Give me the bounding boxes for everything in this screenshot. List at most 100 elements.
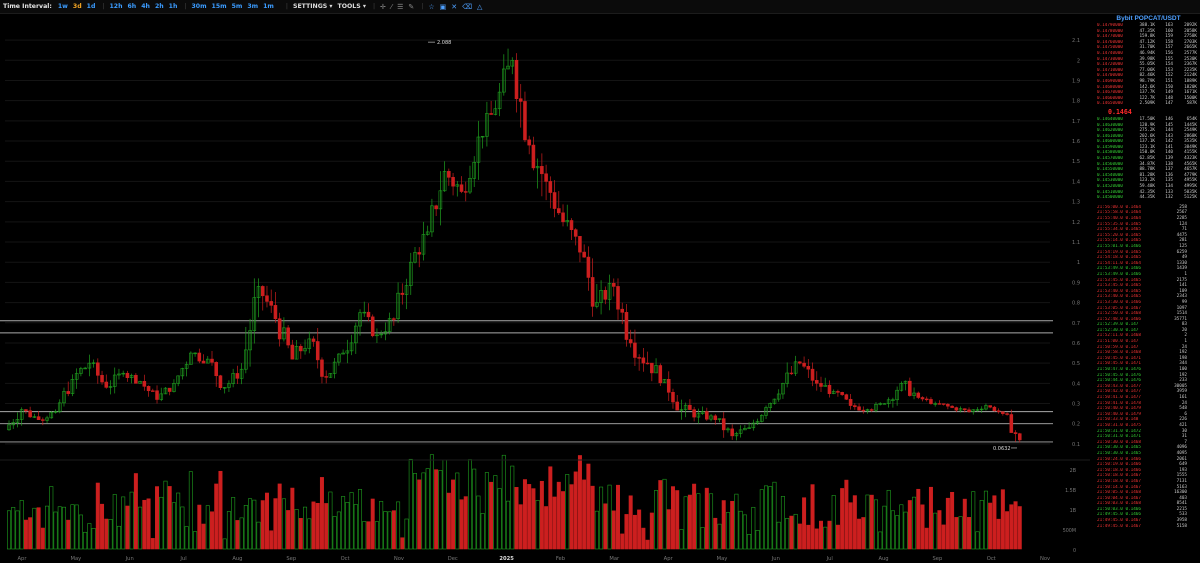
ask-row-col4: 1671K bbox=[1184, 90, 1197, 96]
trade-row-col4: 344 bbox=[1179, 361, 1187, 367]
trade-row-col1: 21:50:30.0 0.1465 bbox=[1097, 450, 1141, 456]
x-tick-label: Jun bbox=[125, 556, 134, 562]
tools-menu[interactable]: TOOLS ▾ bbox=[337, 3, 366, 10]
interval-12h[interactable]: 12h bbox=[109, 3, 123, 10]
volume-bar bbox=[1013, 501, 1018, 550]
volume-bar bbox=[315, 502, 320, 550]
trade-row-col1: 21:50:41.0 0.1477 bbox=[1097, 395, 1141, 400]
trade-row: 21:50:30.0 0.1468 7 bbox=[1097, 440, 1200, 446]
bid-row-col4: 4155K bbox=[1184, 150, 1197, 156]
candle-body bbox=[979, 408, 984, 411]
candle-body bbox=[865, 409, 870, 412]
volume-bar bbox=[561, 491, 566, 550]
candle-body bbox=[891, 399, 895, 401]
trade-row-col4: 3958 bbox=[1176, 518, 1187, 524]
ask-row-col2: 122.7K bbox=[1139, 95, 1155, 101]
volume-bar bbox=[577, 455, 582, 550]
interval-1w[interactable]: 1w bbox=[57, 3, 68, 10]
candle-body bbox=[159, 393, 164, 400]
settings-menu[interactable]: SETTINGS ▾ bbox=[292, 3, 333, 10]
volume-bar bbox=[1005, 511, 1010, 550]
camera-icon[interactable]: ▣ bbox=[439, 2, 447, 11]
interval-3d[interactable]: 3d bbox=[72, 3, 82, 10]
interval-1h[interactable]: 1h bbox=[168, 3, 178, 10]
volume-bar bbox=[709, 493, 714, 550]
candle-body bbox=[933, 403, 937, 405]
y-tick-label: 0.3 bbox=[1072, 402, 1080, 408]
volume-bar bbox=[489, 481, 494, 550]
volume-bar bbox=[607, 484, 612, 550]
interval-1d[interactable]: 1d bbox=[86, 3, 96, 10]
volume-bar bbox=[869, 494, 874, 550]
candle-body bbox=[688, 404, 692, 410]
ask-row: 0.14670000 137.7K 149 1671K bbox=[1097, 90, 1200, 96]
candle-body bbox=[1017, 433, 1022, 441]
candle-body bbox=[924, 398, 929, 401]
volume-bar bbox=[19, 500, 24, 550]
price-chart[interactable]: 2.1 2 1.9 1.8 1.7 1.6 1.5 1.4 1.3 1.2 1.1 1 0.9 0.8 0.… bbox=[0, 14, 1090, 563]
trade-row-col4: 30005 bbox=[1174, 383, 1187, 389]
volume-bar bbox=[36, 507, 41, 550]
x-tick-label: Sep bbox=[286, 556, 296, 562]
volume-bar bbox=[70, 504, 75, 550]
volume-bar bbox=[793, 513, 798, 550]
candle-body bbox=[831, 391, 836, 394]
trade-row-col4: 6 bbox=[1184, 411, 1187, 417]
trade-row-col1: 21:51:00.0 0.147 bbox=[1097, 339, 1139, 345]
bid-row-col4: 4565K bbox=[1184, 161, 1197, 167]
horizontal-lines-icon[interactable]: ☰ bbox=[397, 2, 404, 11]
trade-row-col1: 21:52:11.0 0.1468 bbox=[1097, 333, 1141, 339]
volume-bar bbox=[163, 480, 168, 550]
ask-row-col4: 1820K bbox=[1184, 84, 1197, 90]
bid-row-col3: 140 bbox=[1165, 150, 1173, 156]
brush-icon[interactable]: ✎ bbox=[408, 2, 415, 11]
trade-row-col4: 421 bbox=[1179, 422, 1187, 428]
interval-6h[interactable]: 6h bbox=[127, 3, 137, 10]
interval-30m[interactable]: 30m bbox=[191, 3, 207, 10]
crosshair-icon[interactable]: ✛ bbox=[380, 2, 386, 11]
candle-body bbox=[438, 190, 443, 210]
volume-bar bbox=[819, 520, 823, 550]
candle-body bbox=[654, 365, 658, 374]
trade-row: 21:50:04.0 0.1467 403 bbox=[1097, 496, 1200, 502]
trash-icon[interactable]: ⌫ bbox=[462, 2, 473, 11]
candle-body bbox=[332, 361, 337, 374]
candle-body bbox=[781, 383, 785, 395]
trendline-icon[interactable]: ⁄ bbox=[390, 2, 393, 11]
trade-row-col4: 281 bbox=[1179, 238, 1187, 244]
bid-row-col2: 123.1K bbox=[1139, 144, 1155, 150]
interval-3m[interactable]: 3m bbox=[247, 3, 259, 10]
volume-bar bbox=[290, 487, 295, 550]
candle-body bbox=[36, 416, 41, 420]
candle-body bbox=[628, 339, 633, 344]
ask-row-col3: 159 bbox=[1165, 34, 1173, 40]
candle-body bbox=[721, 418, 726, 431]
interval-4h[interactable]: 4h bbox=[141, 3, 150, 10]
interval-2h[interactable]: 2h bbox=[154, 3, 164, 10]
candle-body bbox=[941, 403, 946, 405]
y-tick-label: 2 bbox=[1077, 58, 1080, 64]
bid-row-col4: 2868K bbox=[1184, 133, 1197, 139]
bid-row: 0.14610000 202.6K 143 2868K bbox=[1097, 134, 1200, 140]
bid-row: 0.14620000 275.2K 144 2549K bbox=[1097, 128, 1200, 134]
interval-15m[interactable]: 15m bbox=[211, 3, 227, 10]
alert-bell-icon[interactable]: △ bbox=[477, 2, 483, 11]
star-icon[interactable]: ☆ bbox=[428, 2, 435, 11]
candle-body bbox=[662, 379, 667, 384]
candle-body bbox=[1009, 414, 1014, 433]
volume-bar bbox=[827, 520, 832, 550]
trade-row-col1: 21:50:04.0 0.1467 bbox=[1097, 495, 1141, 501]
volume-bar bbox=[400, 537, 405, 550]
volume-tick-label: 500M bbox=[1063, 528, 1076, 534]
volume-bar bbox=[281, 498, 286, 550]
volume-bar bbox=[535, 500, 540, 550]
volume-bar bbox=[886, 489, 891, 550]
candle-body bbox=[620, 308, 625, 313]
ask-row: 0.14660000 122.7K 148 1500K bbox=[1097, 96, 1200, 102]
interval-1m[interactable]: 1m bbox=[263, 3, 274, 10]
close-icon[interactable]: ✕ bbox=[451, 2, 458, 11]
candle-body bbox=[958, 408, 963, 411]
ask-row-col2: 31.70K bbox=[1139, 45, 1155, 51]
trade-row: 21:53:49.0 0.1466 1439 bbox=[1097, 266, 1200, 272]
interval-5m[interactable]: 5m bbox=[231, 3, 243, 10]
